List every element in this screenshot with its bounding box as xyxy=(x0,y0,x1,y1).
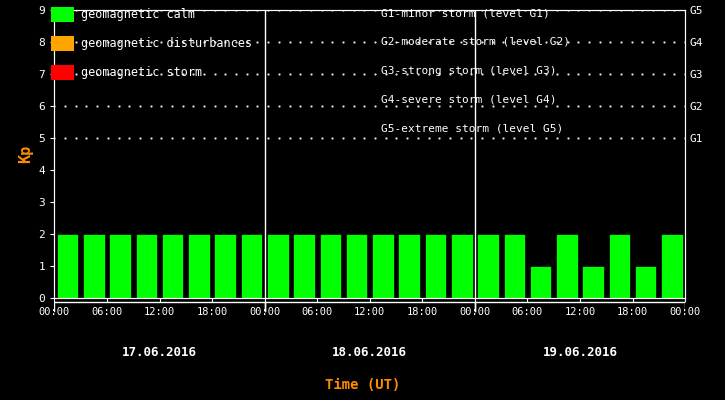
Bar xyxy=(162,234,183,298)
Text: Time (UT): Time (UT) xyxy=(325,378,400,392)
Bar xyxy=(477,234,499,298)
Bar xyxy=(109,234,130,298)
Bar xyxy=(294,234,315,298)
Text: G5-extreme storm (level G5): G5-extreme storm (level G5) xyxy=(381,123,563,133)
Bar xyxy=(399,234,420,298)
Text: geomagnetic storm: geomagnetic storm xyxy=(81,66,202,79)
Y-axis label: Kp: Kp xyxy=(18,145,33,163)
Bar xyxy=(609,234,630,298)
Bar xyxy=(51,7,74,22)
Bar xyxy=(51,65,74,80)
Text: G2-moderate storm (level G2): G2-moderate storm (level G2) xyxy=(381,37,570,47)
Bar xyxy=(136,234,157,298)
Bar xyxy=(372,234,394,298)
Text: G4-severe storm (level G4): G4-severe storm (level G4) xyxy=(381,94,556,104)
Bar xyxy=(504,234,525,298)
Bar xyxy=(635,266,656,298)
Bar xyxy=(51,36,74,51)
Text: G3-strong storm (level G3): G3-strong storm (level G3) xyxy=(381,66,556,76)
Bar xyxy=(556,234,578,298)
Bar xyxy=(188,234,210,298)
Bar xyxy=(241,234,262,298)
Text: 18.06.2016: 18.06.2016 xyxy=(332,346,407,359)
Bar xyxy=(346,234,368,298)
Bar xyxy=(661,234,683,298)
Bar xyxy=(582,266,604,298)
Bar xyxy=(83,234,104,298)
Bar xyxy=(530,266,551,298)
Bar xyxy=(320,234,341,298)
Text: 19.06.2016: 19.06.2016 xyxy=(542,346,618,359)
Text: geomagnetic calm: geomagnetic calm xyxy=(81,8,195,21)
Bar xyxy=(425,234,446,298)
Bar xyxy=(215,234,236,298)
Bar xyxy=(451,234,473,298)
Text: 17.06.2016: 17.06.2016 xyxy=(122,346,197,359)
Text: G1-minor storm (level G1): G1-minor storm (level G1) xyxy=(381,8,550,18)
Bar xyxy=(267,234,289,298)
Text: geomagnetic disturbances: geomagnetic disturbances xyxy=(81,37,252,50)
Bar xyxy=(57,234,78,298)
